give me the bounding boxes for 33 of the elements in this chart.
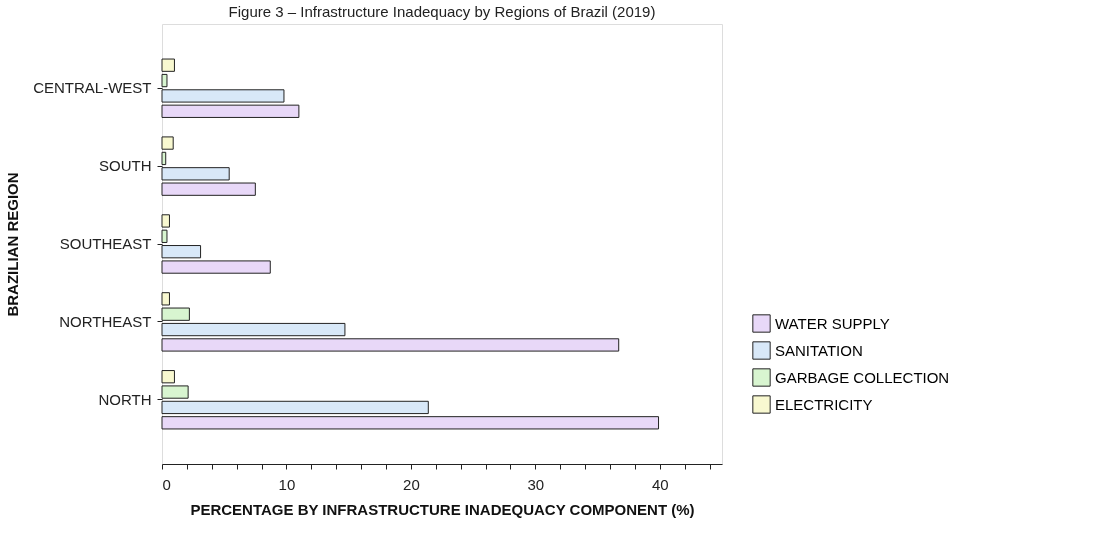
bar	[161, 400, 429, 415]
bar	[161, 416, 660, 430]
bar	[161, 58, 175, 72]
x-tick-label: 0	[162, 475, 171, 493]
x-axis-title: PERCENTAGE BY INFRASTRUCTURE INADEQUACY COMPONENT (%)	[190, 500, 695, 518]
legend-label: SANITATION	[775, 341, 863, 359]
chart-title: Figure 3 – Infrastructure Inadequacy by Regions of Brazil (2019)	[228, 3, 656, 20]
bar	[161, 370, 175, 384]
x-tick-label: 30	[527, 475, 545, 493]
bar	[161, 322, 346, 337]
legend-label: GARBAGE COLLECTION	[775, 368, 950, 386]
bar	[161, 260, 271, 274]
bar	[161, 151, 167, 166]
y-tick-label: SOUTHEAST	[59, 235, 152, 252]
y-tick-label: NORTHEAST	[59, 312, 152, 330]
bar	[161, 245, 202, 259]
y-tick-label: SOUTH	[99, 157, 152, 175]
x-tick-label: 10	[278, 475, 296, 493]
y-axis-title: BRAZILIAN REGION	[4, 172, 22, 317]
bar	[161, 104, 300, 118]
legend-label: WATER SUPPLY	[775, 314, 890, 332]
x-tick-label: 20	[403, 475, 420, 493]
bar	[161, 136, 174, 150]
bar	[161, 338, 620, 352]
bar	[161, 385, 189, 399]
x-tick-label: 40	[651, 475, 669, 493]
bar	[161, 73, 168, 88]
bar	[161, 89, 285, 103]
bar	[161, 214, 170, 228]
legend-label: ELECTRICITY	[775, 395, 873, 413]
y-tick-label: NORTH	[98, 390, 152, 408]
bar	[161, 229, 168, 243]
y-tick-label: CENTRAL-WEST	[33, 79, 152, 97]
